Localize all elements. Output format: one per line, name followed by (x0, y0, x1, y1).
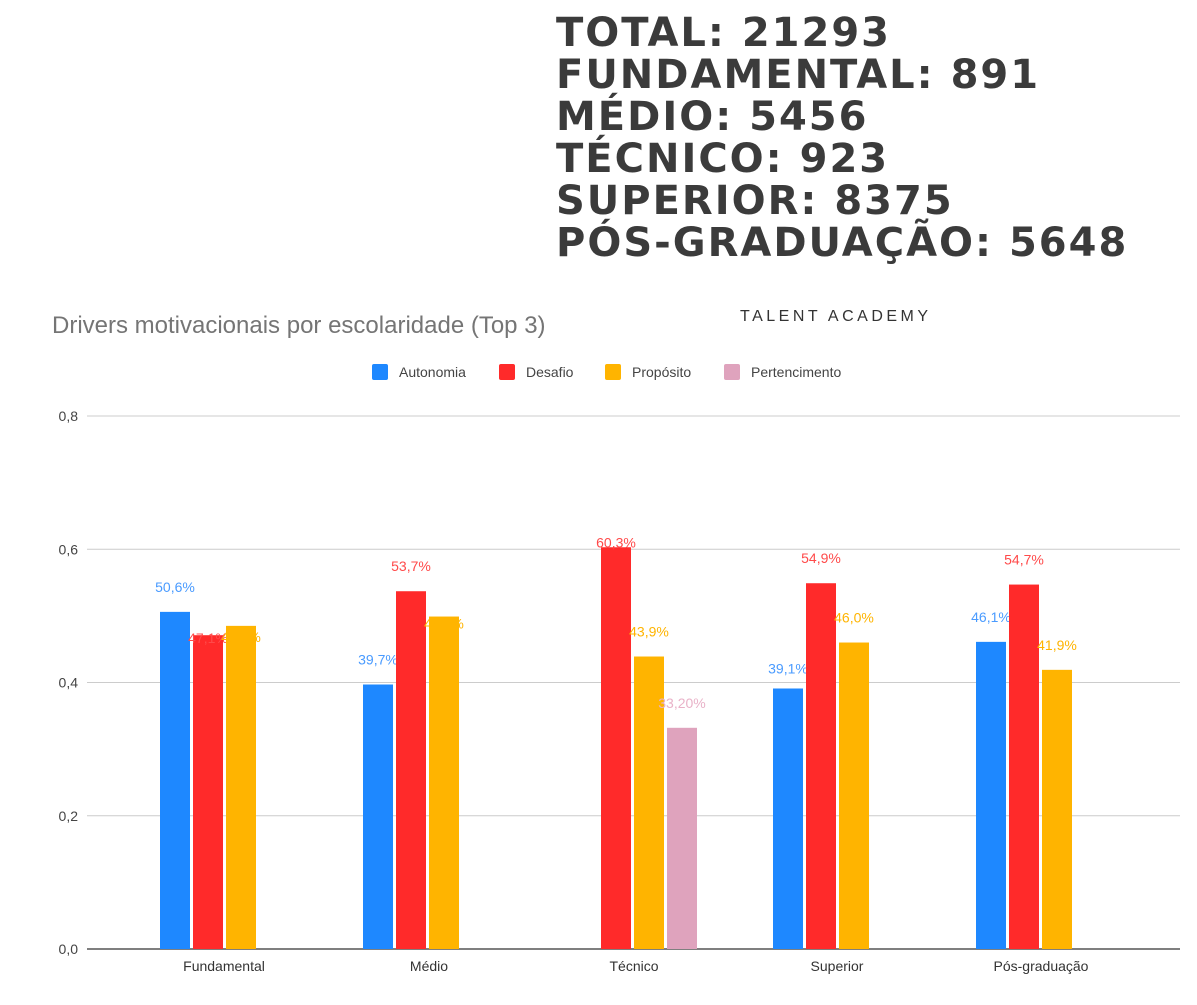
legend-swatch (372, 364, 388, 380)
bar-propósito (429, 616, 459, 949)
bar-desafio (193, 635, 223, 949)
data-label: 41,9% (1037, 637, 1077, 653)
data-label: 33,20% (658, 695, 705, 711)
y-tick-label: 0,4 (59, 675, 79, 691)
x-tick-label: Superior (811, 958, 864, 974)
medio-line: MÉDIO: 5456 (556, 94, 869, 140)
total-line: TOTAL: 21293 (556, 10, 891, 56)
legend-label: Propósito (632, 364, 691, 380)
data-label: 39,1% (768, 660, 808, 676)
brand-label: TALENT ACADEMY (740, 308, 932, 325)
tecnico-line: TÉCNICO: 923 (556, 136, 890, 182)
y-tick-label: 0,2 (59, 808, 79, 824)
bar-autonomia (976, 641, 1006, 949)
chart-legend: Autonomia Desafio Propósito Pertencimento (372, 364, 841, 380)
data-label: 48,5% (221, 629, 261, 645)
bar-desafio (601, 547, 631, 949)
bar-desafio (806, 583, 836, 949)
data-label: 46,0% (834, 610, 874, 626)
bar-pertencimento (667, 727, 697, 949)
legend-swatch (605, 364, 621, 380)
data-label: 50,6% (155, 579, 195, 595)
bar-desafio (1009, 584, 1039, 949)
data-label: 53,7% (391, 558, 431, 574)
bar-propósito (634, 656, 664, 949)
data-label: 46,1% (971, 609, 1011, 625)
data-label: 54,7% (1004, 552, 1044, 568)
x-tick-label: Fundamental (183, 958, 265, 974)
legend-label: Desafio (526, 364, 574, 380)
x-tick-label: Pós-graduação (994, 958, 1089, 974)
legend-label: Pertencimento (751, 364, 841, 380)
bar-autonomia (363, 684, 393, 949)
bar-autonomia (160, 611, 190, 949)
fundamental-line: FUNDAMENTAL: 891 (556, 52, 1041, 98)
legend-swatch (724, 364, 740, 380)
legend-label: Autonomia (399, 364, 466, 380)
superior-line: SUPERIOR: 8375 (556, 178, 954, 224)
x-tick-label: Técnico (609, 958, 658, 974)
data-label: 47,1% (188, 630, 228, 646)
bar-propósito (839, 642, 869, 949)
bar-chart: Drivers motivacionais por escolaridade (… (52, 312, 1180, 974)
totals-list: TOTAL: 21293 FUNDAMENTAL: 891 MÉDIO: 545… (556, 12, 1128, 264)
bar-autonomia (773, 688, 803, 949)
pos-graduacao-line: PÓS-GRADUAÇÃO: 5648 (556, 220, 1129, 266)
y-tick-label: 0,8 (59, 408, 79, 424)
chart-title: Drivers motivacionais por escolaridade (… (52, 312, 546, 339)
data-label: 43,9% (629, 624, 669, 640)
y-tick-label: 0,6 (59, 541, 79, 557)
x-axis: Fundamental Médio Técnico Superior Pós-gradu… (183, 958, 1089, 974)
data-label: 49,9% (424, 616, 464, 632)
bar-desafio (396, 591, 426, 949)
bar-propósito (226, 625, 256, 949)
bar-propósito (1042, 669, 1072, 949)
chart-bars: 50,6% 47,1%48,5% 39,7% 53,7% 49,9% 60,3% 43,9%… (155, 534, 1077, 949)
data-label: 60,3% (596, 534, 636, 550)
data-label: 39,7% (358, 651, 398, 667)
x-tick-label: Médio (410, 958, 448, 974)
legend-swatch (499, 364, 515, 380)
data-label: 54,9% (801, 550, 841, 566)
y-tick-label: 0,0 (59, 941, 79, 957)
